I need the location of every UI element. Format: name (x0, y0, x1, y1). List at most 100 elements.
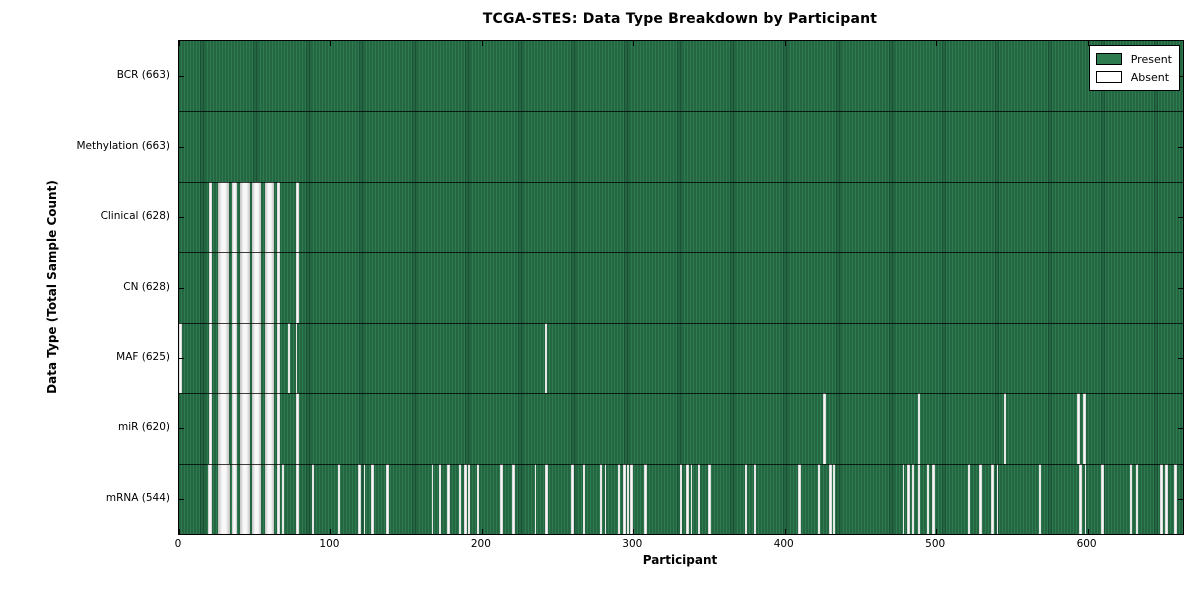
y-tick-mark (1178, 498, 1183, 500)
y-tick-mark (179, 76, 184, 78)
row-divider (179, 463, 1183, 465)
legend: Present Absent (1088, 45, 1180, 91)
y-axis-tick-label: mRNA (544) (105, 491, 170, 504)
absent-stripe (1129, 463, 1132, 534)
absent-stripe (218, 181, 229, 253)
absent-stripe (312, 463, 314, 534)
y-axis-tick-label: Clinical (628) (100, 210, 170, 223)
y-axis-tick-label: Methylation (663) (76, 139, 170, 152)
y-tick-mark (1178, 76, 1183, 78)
row-divider (179, 322, 1183, 324)
absent-stripe (281, 463, 284, 534)
absent-stripe (295, 322, 298, 394)
absent-stripe (251, 463, 261, 534)
absent-stripe (338, 463, 340, 534)
absent-stripe (431, 463, 434, 534)
absent-stripe (1160, 463, 1164, 534)
absent-stripe (209, 393, 213, 464)
absent-stripe (251, 393, 261, 464)
absent-stripe (295, 463, 299, 534)
row-divider (179, 393, 1183, 395)
absent-stripe (218, 463, 231, 534)
absent-stripe (1136, 463, 1138, 534)
absent-stripe (745, 463, 747, 534)
x-axis-tick-label: 500 (925, 538, 946, 550)
absent-stripe (1039, 463, 1041, 534)
y-axis-tick-label: MAF (625) (116, 350, 170, 363)
x-tick-mark (1087, 529, 1089, 534)
y-tick-mark (179, 357, 184, 359)
x-axis-tick-label: 100 (319, 538, 340, 550)
absent-stripe (822, 393, 826, 464)
x-axis-tick-label: 0 (174, 538, 182, 550)
row-divider (179, 252, 1183, 254)
legend-item-absent: Absent (1095, 68, 1172, 86)
absent-stripe (439, 463, 442, 534)
absent-stripe (239, 322, 251, 394)
absent-stripe (686, 463, 690, 534)
absent-stripe (209, 252, 213, 323)
absent-stripe (828, 463, 832, 534)
x-tick-mark (784, 41, 786, 46)
y-tick-mark (1178, 287, 1183, 289)
x-axis-tick-label: 300 (622, 538, 643, 550)
y-axis-tick-label: BCR (663) (116, 69, 170, 82)
absent-stripe (545, 322, 548, 394)
x-axis-label: Participant (642, 553, 718, 567)
y-tick-mark (179, 146, 184, 148)
absent-stripe (386, 463, 390, 534)
absent-stripe (545, 463, 549, 534)
absent-stripe (207, 463, 213, 534)
x-axis-tick-label: 200 (470, 538, 491, 550)
absent-stripe (218, 322, 229, 394)
absent-stripe (618, 463, 620, 534)
legend-swatch-absent-icon (1095, 71, 1122, 83)
absent-stripe (917, 463, 920, 534)
absent-stripe (371, 463, 375, 534)
y-tick-mark (179, 498, 184, 500)
absent-stripe (833, 463, 835, 534)
absent-stripe (990, 463, 994, 534)
absent-stripe (690, 463, 693, 534)
absent-stripe (239, 181, 251, 253)
absent-stripe (218, 252, 229, 323)
absent-stripe (179, 322, 183, 394)
y-tick-mark (179, 217, 184, 219)
absent-stripe (698, 463, 700, 534)
absent-stripe (1083, 393, 1087, 464)
x-tick-mark (179, 529, 180, 534)
y-tick-mark (1178, 146, 1183, 148)
absent-stripe (295, 393, 299, 464)
x-axis-tick-label: 400 (773, 538, 794, 550)
x-tick-mark (633, 41, 635, 46)
y-tick-mark (179, 287, 184, 289)
absent-stripe (265, 322, 275, 394)
absent-stripe (265, 252, 275, 323)
absent-stripe (630, 463, 634, 534)
x-tick-mark (330, 529, 332, 534)
absent-stripe (911, 463, 914, 534)
row-divider (179, 181, 1183, 183)
absent-stripe (277, 181, 281, 253)
absent-stripe (239, 393, 251, 464)
chart-title: TCGA-STES: Data Type Breakdown by Partic… (482, 11, 878, 27)
absent-stripe (627, 463, 629, 534)
absent-stripe (363, 463, 366, 534)
absent-stripe (277, 322, 281, 394)
absent-stripe (907, 463, 911, 534)
absent-stripe (599, 463, 602, 534)
x-axis-tick-label: 600 (1076, 538, 1097, 550)
x-tick-mark (179, 41, 180, 46)
absent-stripe (707, 463, 711, 534)
absent-stripe (232, 463, 237, 534)
x-tick-mark (784, 529, 786, 534)
absent-stripe (1076, 393, 1080, 464)
absent-stripe (1173, 463, 1177, 534)
x-tick-mark (481, 41, 483, 46)
absent-stripe (357, 463, 361, 534)
absent-stripe (265, 393, 275, 464)
legend-label-absent: Absent (1130, 70, 1170, 84)
absent-stripe (622, 463, 626, 534)
legend-item-present: Present (1095, 50, 1172, 68)
absent-stripe (927, 463, 929, 534)
